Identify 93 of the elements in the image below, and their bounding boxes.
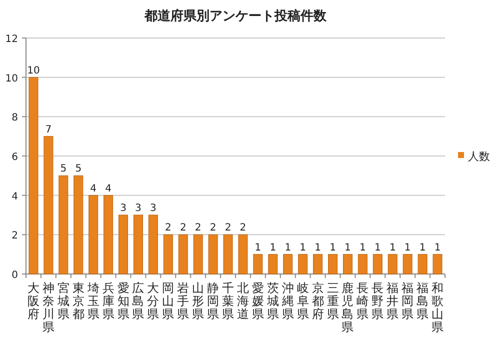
x-tick-label: 長野県: [372, 281, 384, 321]
bar: [223, 234, 233, 274]
x-tick-label: 千葉県: [222, 281, 234, 321]
x-tick-label: 和歌山県: [432, 281, 444, 334]
data-label: 1: [374, 242, 381, 254]
bar: [193, 234, 203, 274]
x-tick-label: 鹿児島県: [342, 281, 354, 334]
data-label: 1: [344, 242, 351, 254]
bar: [133, 214, 143, 274]
x-tick-label: 山形県: [192, 281, 204, 321]
data-label: 1: [330, 242, 336, 254]
bar: [253, 254, 263, 274]
bar: [148, 214, 158, 274]
bar: [118, 214, 128, 274]
data-label: 2: [224, 222, 232, 234]
x-tick-label: 大阪府: [27, 281, 40, 321]
bar: [358, 254, 368, 274]
x-tick-label: 長崎県: [356, 281, 369, 321]
x-tick-label: 東京都: [72, 281, 84, 321]
y-tick-label: 8: [12, 112, 18, 124]
bar: [268, 254, 278, 274]
data-label: 5: [75, 164, 82, 175]
x-tick-label: 愛知県: [117, 281, 130, 321]
x-tick-label: 福岡県: [402, 281, 414, 321]
y-tick-label: 4: [12, 191, 18, 202]
bar: [104, 195, 114, 274]
x-tick-label: 兵庫県: [102, 281, 114, 321]
data-label: 3: [150, 203, 156, 214]
data-label: 10: [27, 65, 40, 76]
x-tick-label: 福島県: [416, 281, 429, 321]
bar: [432, 254, 442, 274]
data-label: 3: [135, 203, 142, 214]
y-tick-label: 12: [5, 34, 18, 45]
data-label: 1: [270, 242, 276, 254]
y-tick-label: 0: [12, 270, 18, 281]
y-tick-label: 2: [12, 230, 18, 242]
data-label: 1: [314, 242, 321, 254]
data-label: 1: [419, 242, 426, 254]
bar: [178, 234, 188, 274]
x-tick-label: 京都府: [312, 281, 324, 321]
x-tick-label: 愛媛県: [252, 281, 264, 321]
x-tick-label: 宮城県: [56, 281, 70, 321]
bar: [283, 254, 293, 274]
x-tick-label: 埼玉県: [86, 281, 100, 321]
bar: [342, 254, 352, 274]
x-tick-label: 岩手県: [177, 281, 190, 321]
data-label: 1: [389, 242, 396, 254]
data-label: 2: [180, 222, 186, 234]
data-label: 1: [254, 242, 262, 254]
x-tick-label: 北海道: [236, 281, 249, 321]
bar: [313, 254, 323, 274]
x-tick-label: 大分県: [147, 281, 160, 321]
x-tick-label: 岡山県: [162, 281, 174, 321]
data-label: 1: [434, 242, 441, 254]
bar: [372, 254, 382, 274]
x-tick-label: 静岡県: [207, 281, 220, 321]
chart-title: 都道府県別アンケート投稿件数: [144, 8, 328, 24]
data-label: 4: [90, 183, 97, 194]
data-label: 4: [105, 183, 112, 194]
data-label: 3: [120, 203, 126, 214]
bar: [88, 195, 98, 274]
bar: [74, 175, 84, 274]
x-tick-label: 岐阜県: [296, 281, 309, 321]
y-tick-label: 6: [12, 152, 18, 163]
data-label: 2: [164, 222, 172, 234]
bar: [238, 234, 248, 274]
bar: [328, 254, 338, 274]
data-label: 5: [60, 164, 67, 175]
x-tick-label: 福井県: [386, 281, 399, 321]
x-tick-label: 広島県: [132, 281, 144, 321]
bar: [208, 234, 218, 274]
data-label: 2: [240, 222, 246, 234]
data-label: 1: [360, 242, 366, 254]
bar: [388, 254, 398, 274]
x-tick-label: 沖縄県: [280, 281, 294, 321]
data-label: 2: [194, 222, 202, 234]
bar: [298, 254, 308, 274]
data-label: 1: [300, 242, 306, 254]
data-label: 1: [284, 242, 292, 254]
y-tick-label: 10: [5, 73, 18, 84]
bar: [58, 175, 68, 274]
data-label: 2: [210, 222, 216, 234]
bar: [163, 234, 173, 274]
legend-label: 人数: [468, 150, 490, 163]
x-tick-label: 三重県: [326, 281, 339, 321]
bar: [418, 254, 428, 274]
bar: [44, 136, 54, 274]
data-label: 7: [45, 124, 52, 136]
data-label: 1: [404, 242, 411, 254]
bar: [402, 254, 412, 274]
bar: [28, 77, 38, 274]
x-tick-label: 神奈川県: [42, 281, 54, 334]
x-tick-label: 茨城県: [266, 281, 279, 321]
